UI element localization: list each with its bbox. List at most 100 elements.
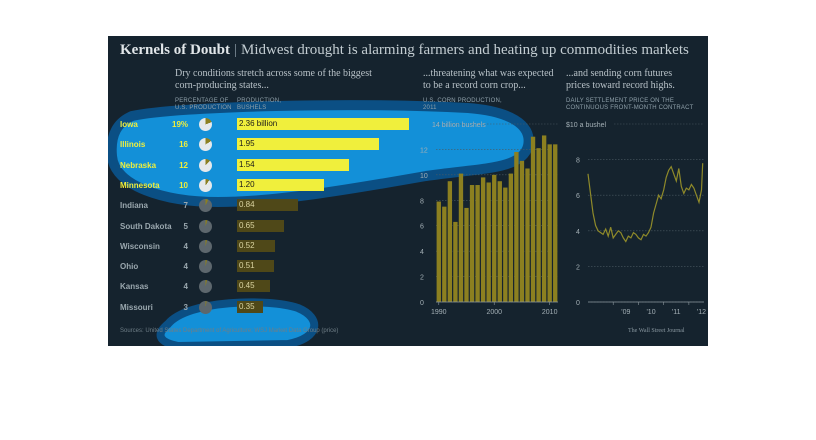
right-sub-label: DAILY SETTLEMENT PRICE ON THE CONTINUOUS… (566, 98, 694, 111)
share-pie (199, 280, 212, 294)
percent-label: 5 (183, 221, 188, 231)
production-bar (464, 207, 469, 302)
production-value-label: 0.65 (239, 220, 255, 230)
percent-label: 19% (172, 120, 189, 129)
y-tick-label: 4 (420, 249, 424, 256)
production-value-label: 0.45 (239, 281, 255, 291)
production-bar (442, 206, 447, 302)
production-bar (447, 181, 453, 302)
percent-label: 7 (183, 201, 188, 211)
y-tick-label: $10 a bushel (566, 122, 607, 129)
production-bar (519, 160, 525, 302)
y-tick-label: 6 (420, 224, 424, 231)
highlight-blob-top (108, 100, 534, 208)
left-col1-label: PERCENTAGE OF U.S. PRODUCTION (175, 98, 232, 111)
share-pie (199, 219, 212, 233)
production-bar (497, 181, 502, 302)
y-tick-label: 2 (576, 264, 580, 271)
production-bar (436, 201, 441, 302)
y-tick-label: 2 (420, 275, 424, 282)
y-tick-label: 4 (576, 229, 580, 236)
y-tick-label: 0 (576, 300, 580, 307)
percent-label: 3 (183, 302, 188, 312)
production-bar (475, 185, 480, 302)
highlight-blob-states (108, 100, 534, 346)
x-tick-label: 2000 (486, 309, 502, 316)
state-label: Illinois (120, 140, 146, 150)
title-rest: Midwest drought is alarming farmers and … (241, 42, 689, 58)
title-bold: Kernels of Doubt (120, 42, 230, 58)
state-label: South Dakota (120, 221, 172, 231)
x-tick-label: '09 (621, 309, 630, 316)
corn-futures-price-chart: 0 2 4 6 8 $10 a bushel '09 '10 '11 '12 (566, 122, 706, 316)
production-bar (486, 182, 491, 302)
production-bar (536, 148, 541, 302)
y-tick-label: 12 (420, 147, 428, 154)
x-tick-label: 1990 (431, 309, 447, 316)
infographic-title: Kernels of Doubt | Midwest drought is alar… (120, 42, 689, 59)
highlight-blob-bottom (156, 298, 319, 346)
share-pie (199, 178, 212, 192)
left-heading: Dry conditions stretch across some of th… (175, 68, 372, 91)
infographic-panel: Kernels of Doubt | Midwest drought is alar… (108, 36, 708, 346)
state-label: Iowa (120, 120, 138, 129)
percent-label: 12 (179, 160, 188, 170)
production-bar (237, 239, 275, 252)
x-tick-label: 2010 (542, 309, 558, 316)
production-value-label: 0.84 (239, 200, 255, 210)
production-bar (553, 144, 558, 302)
state-label: Indiana (120, 201, 149, 211)
production-value-label: 2.36 billion (239, 119, 278, 128)
middle-sub-label: U.S. CORN PRODUCTION, 2011 (423, 98, 502, 111)
share-pie (199, 158, 212, 172)
state-label: Wisconsin (120, 241, 160, 251)
y-tick-label: 10 (420, 173, 428, 180)
production-value-label: 0.51 (239, 261, 255, 271)
production-bar (237, 199, 299, 212)
y-tick-label: 8 (576, 158, 580, 165)
state-label: Minnesota (120, 180, 160, 190)
production-bar (547, 144, 552, 302)
production-bar (492, 174, 497, 302)
production-bar (480, 177, 486, 302)
state-label: Ohio (120, 262, 139, 272)
production-bar (514, 151, 519, 302)
share-pie (199, 118, 212, 131)
middle-heading: ...threatening what was expected to be a… (423, 68, 554, 91)
state-label: Missouri (120, 302, 153, 312)
wsj-credit: The Wall Street Journal (628, 328, 685, 334)
x-tick-label: '11 (672, 309, 681, 316)
percent-label: 16 (179, 140, 188, 150)
y-tick-label: 6 (576, 193, 580, 200)
production-bar (237, 280, 270, 293)
production-value-label: 1.95 (239, 139, 255, 149)
production-value-label: 1.20 (239, 179, 255, 189)
state-label: Nebraska (120, 160, 157, 170)
percent-label: 4 (183, 241, 188, 251)
percent-label: 4 (183, 262, 188, 272)
state-label: Kansas (120, 282, 149, 292)
production-bar (525, 168, 530, 302)
percent-label: 10 (179, 180, 188, 190)
production-bar (237, 178, 325, 191)
production-value-label: 0.52 (239, 240, 255, 250)
right-heading: ...and sending corn futures prices towar… (566, 68, 675, 91)
production-bar (508, 173, 514, 302)
production-bar (469, 185, 475, 302)
production-bar (530, 136, 536, 302)
production-bar (453, 221, 458, 302)
title-separator: | (234, 42, 238, 58)
share-pie (199, 239, 212, 253)
sources-note: Sources: United States Department of Agr… (120, 328, 339, 334)
x-tick-label: '12 (697, 309, 706, 316)
production-value-label: 1.54 (239, 159, 255, 169)
share-pie (199, 260, 212, 274)
production-bar (541, 135, 547, 302)
production-bar (237, 219, 285, 232)
price-line (587, 163, 704, 243)
percent-label: 4 (183, 282, 188, 292)
us-corn-production-chart: 0 2 4 6 8 10 12 14 billion bushels 1990 2000 2010 (420, 122, 558, 316)
y-tick-label: 8 (420, 198, 424, 205)
y-tick-label: 0 (420, 300, 424, 307)
y-tick-label: 14 billion bushels (432, 122, 486, 129)
